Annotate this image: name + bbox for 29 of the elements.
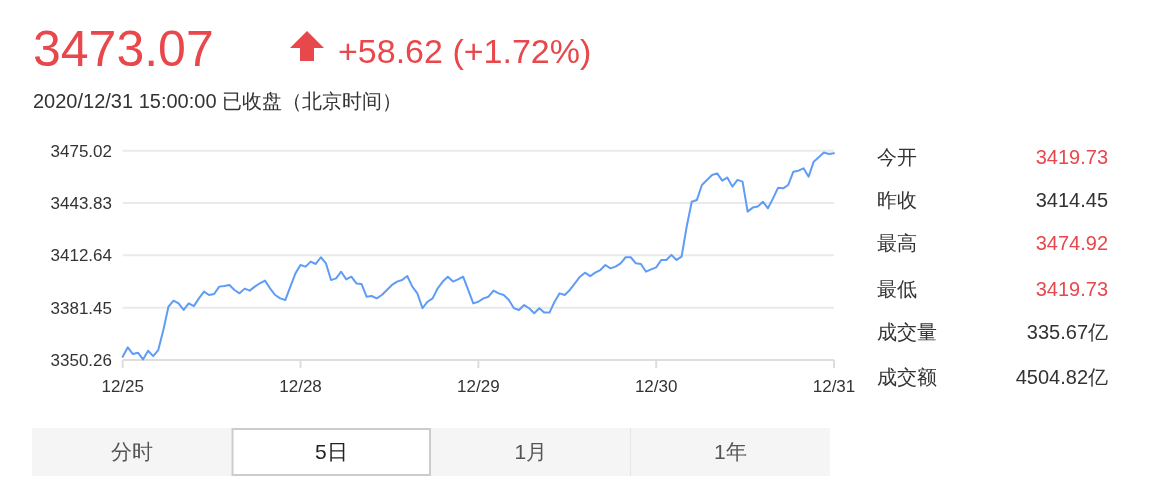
text: 335.67亿 xyxy=(1026,321,1108,343)
category-label: 分时 xyxy=(110,440,153,463)
y-tick-label: 3443.83 xyxy=(50,194,112,214)
category-label: 成交量 xyxy=(877,321,937,343)
x-tick-label: 12/29 xyxy=(457,377,500,396)
category-label: 5日 xyxy=(314,440,348,463)
x-tick-label: 12/30 xyxy=(634,377,678,396)
text: 3419.73 xyxy=(1035,146,1108,168)
category-label: 1年 xyxy=(713,440,747,463)
y-tick-label: 3475.02 xyxy=(50,141,112,161)
y-tick-label: 3412.64 xyxy=(50,246,112,266)
x-tick-label: 12/25 xyxy=(101,377,144,396)
chart-subtitle: +58.62 (+1.72%) xyxy=(338,32,592,70)
text: 3419.73 xyxy=(1035,278,1108,300)
category-label: 今开 xyxy=(877,146,917,168)
y-tick-label: 3381.45 xyxy=(50,298,112,318)
chart-title: 3473.07 xyxy=(33,21,214,77)
text: 3414.45 xyxy=(1035,189,1108,211)
text: 3474.92 xyxy=(1035,232,1108,254)
y-tick-label: 3350.26 xyxy=(50,351,112,370)
x-tick-label: 12/31 xyxy=(812,377,856,396)
text: 2020/12/31 15:00:00 已收盘（北京时间） xyxy=(33,90,403,112)
x-tick-label: 12/28 xyxy=(279,377,322,396)
category-label: 成交额 xyxy=(877,366,937,388)
category-label: 昨收 xyxy=(877,189,917,211)
text: 4504.82亿 xyxy=(1015,366,1108,388)
category-label: 1月 xyxy=(514,440,548,463)
category-label: 最高 xyxy=(877,232,917,254)
category-label: 最低 xyxy=(877,278,917,300)
